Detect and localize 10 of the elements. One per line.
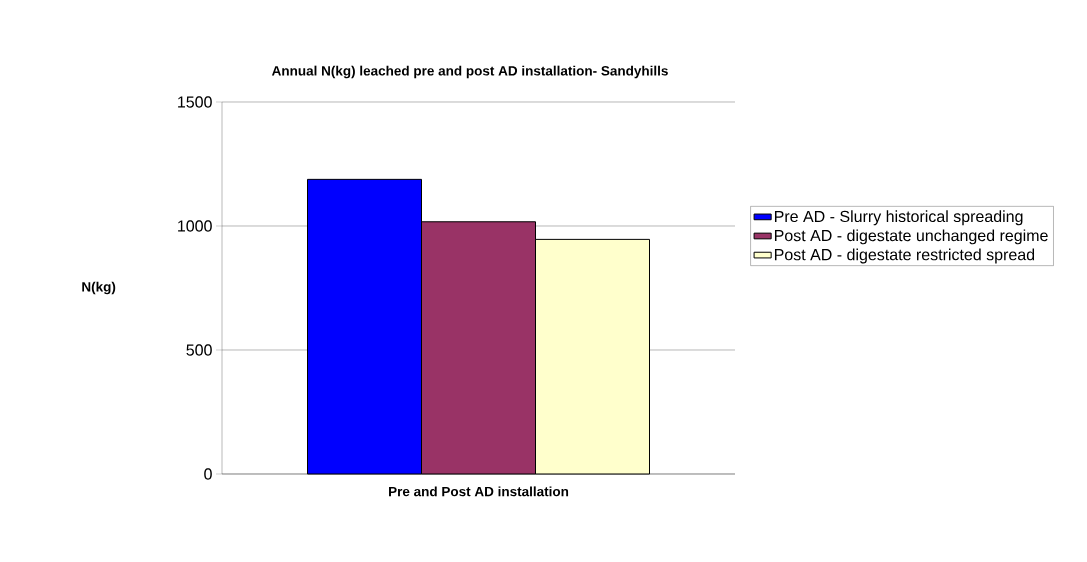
y-tick-label: 1500 [178,96,212,108]
chart-title: Annual N(kg) leached pre and post AD installation- Sandyhills [271,65,668,79]
x-axis-title: Pre and Post AD installation [389,486,569,497]
y-axis-title: N(kg) [82,281,116,295]
y-tick-label: 1000 [178,220,212,232]
y-tick-label: 500 [186,344,212,356]
legend-label: Post AD - digestate restricted spread [774,248,1035,264]
legend-label: Pre AD - Slurry historical spreading [774,210,1023,226]
legend-label: Post AD - digestate unchanged regime [774,229,1048,245]
y-tick-label: 0 [204,468,212,480]
